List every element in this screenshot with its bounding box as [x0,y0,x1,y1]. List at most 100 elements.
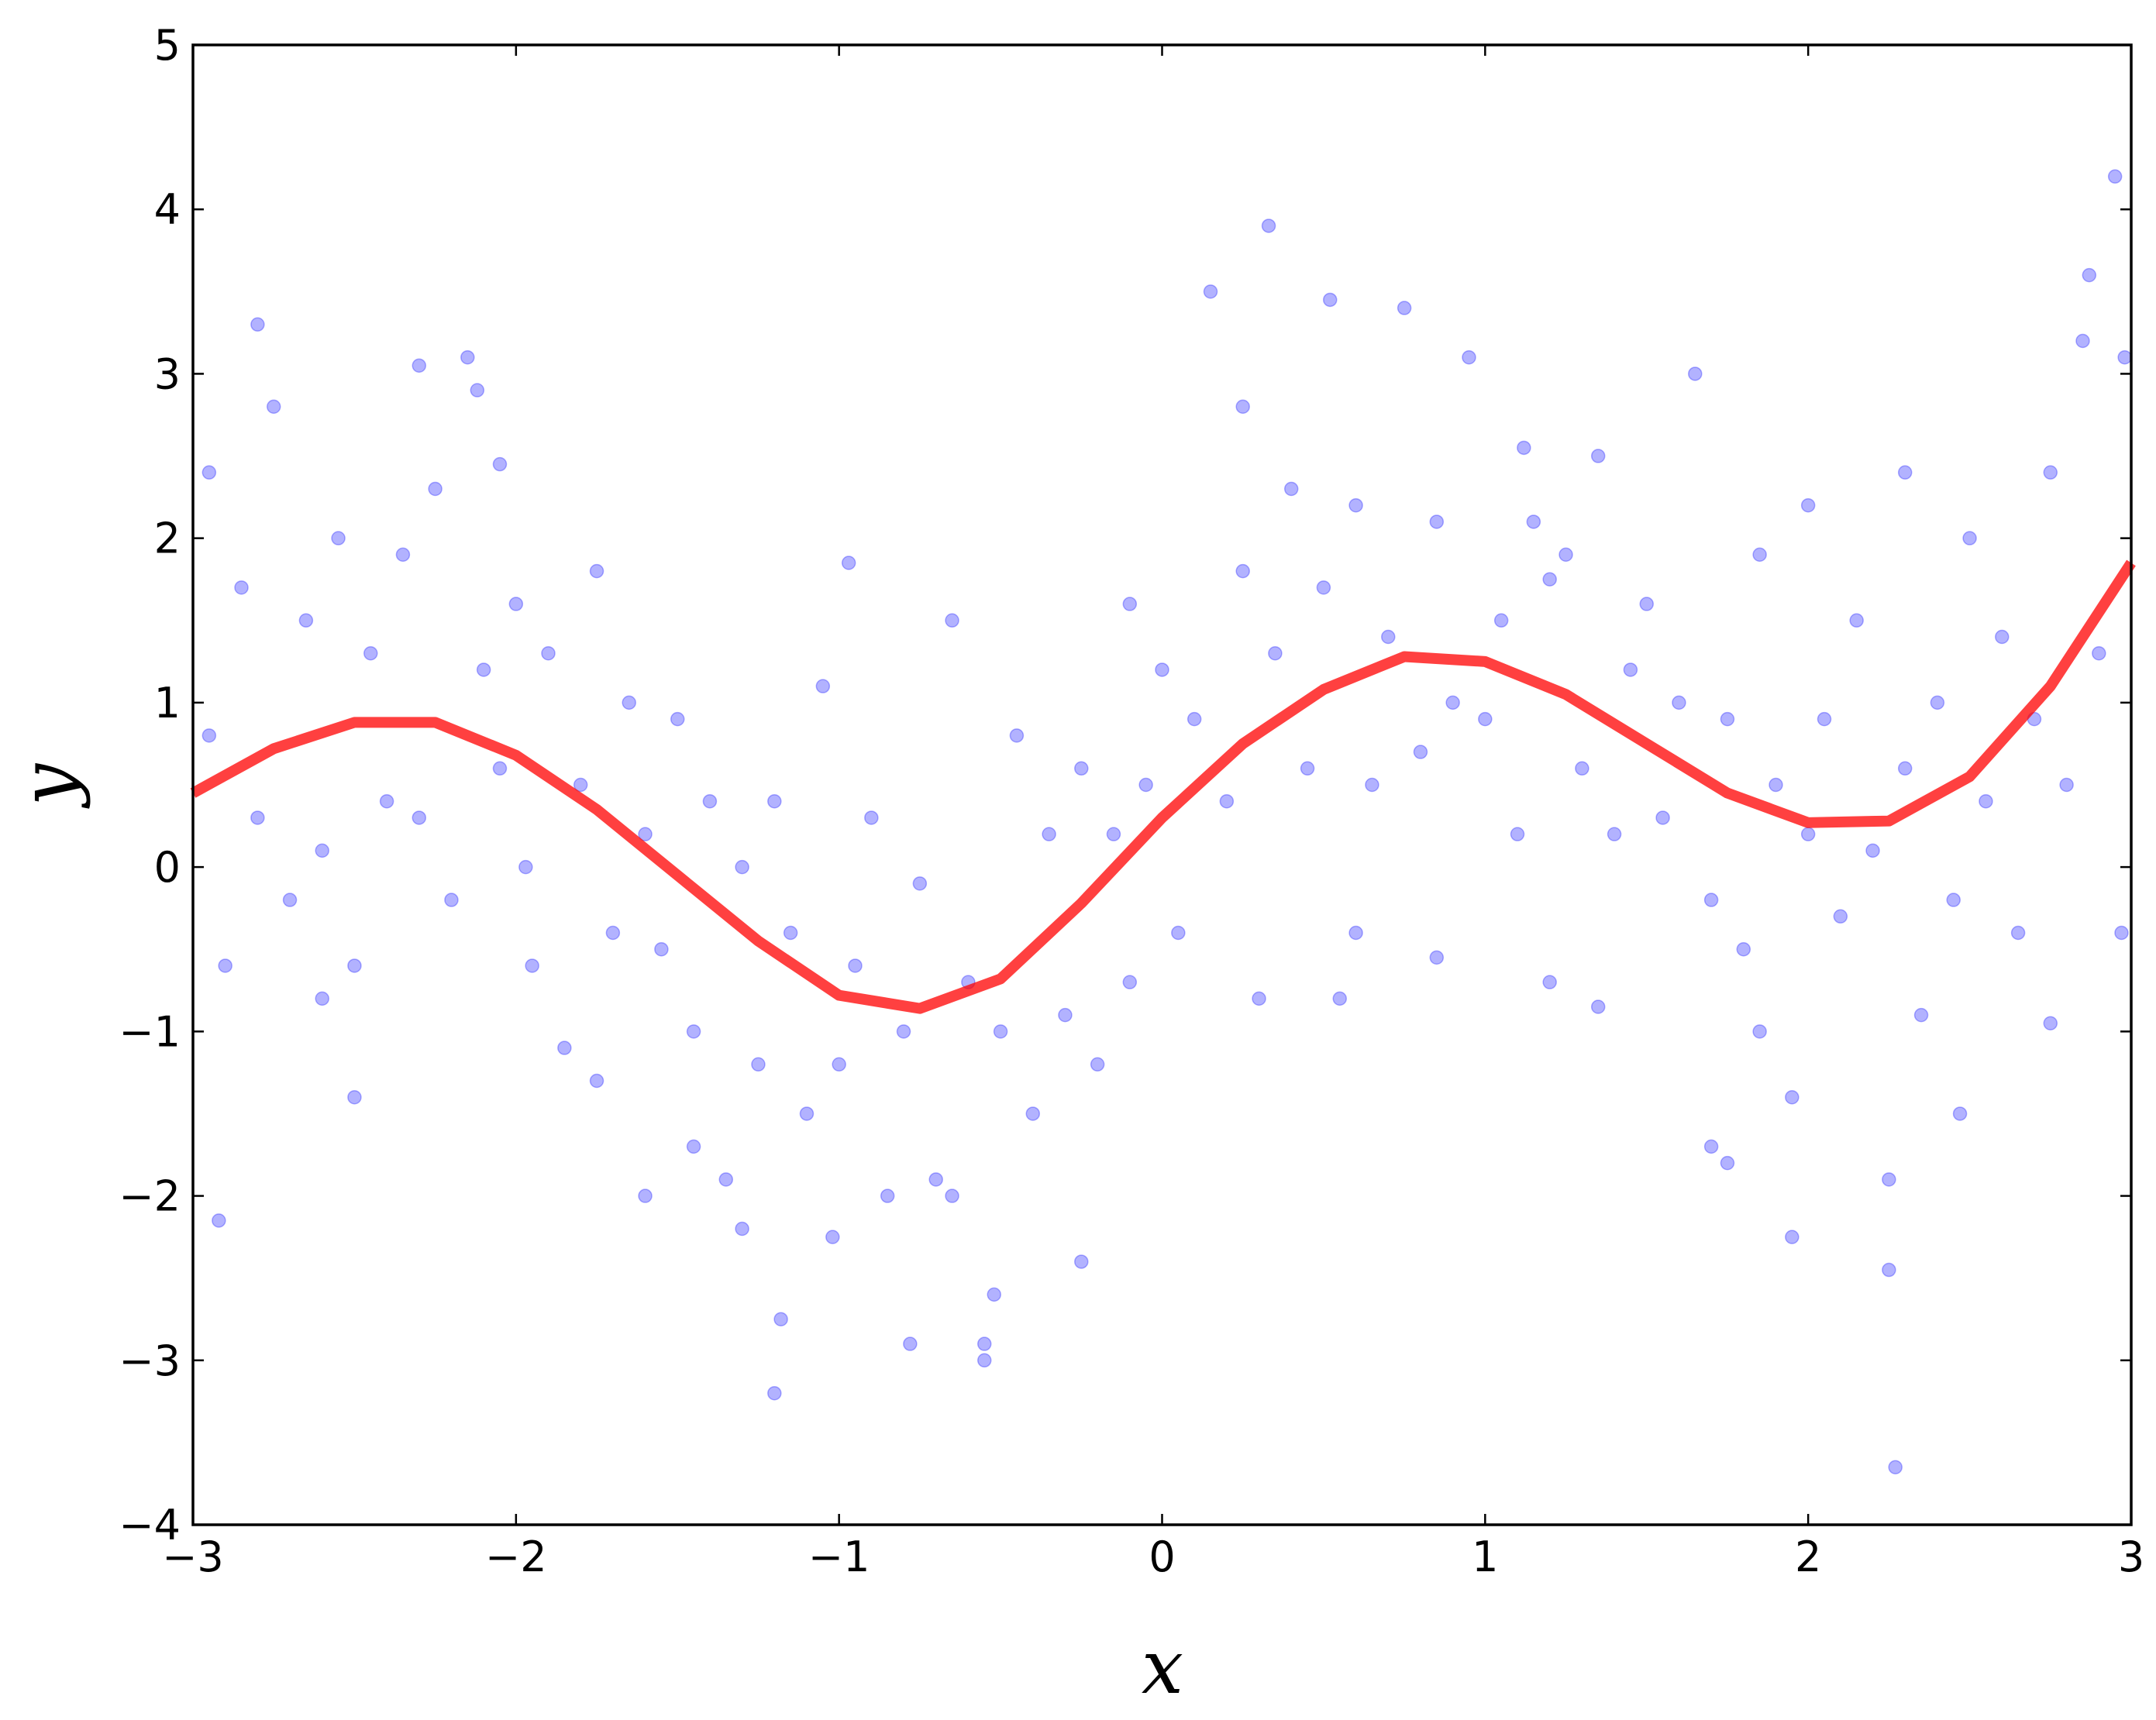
scatter-point [250,317,265,332]
scatter-point [1090,1057,1105,1072]
scatter-point [573,777,588,793]
scatter-point [201,465,217,480]
plot-frame [191,43,2133,1526]
scatter-point [1122,975,1138,989]
scatter-point [880,1189,895,1203]
scatter-point [1381,629,1396,645]
scatter-point [622,695,636,710]
scatter-point [1590,999,1606,1014]
scatter-point [1235,563,1250,579]
scatter-point [735,1221,749,1237]
scatter-point [1800,827,1816,841]
scatter-point [1833,909,1848,924]
scatter-point [218,958,232,973]
scatter-point [1058,1007,1073,1023]
scatter-point [2043,1016,2058,1030]
scatter-point [476,662,491,677]
scatter-point [1186,711,1202,727]
scatter-point [492,456,508,472]
scatter-point [1122,597,1138,611]
scatter-point [1623,662,1638,677]
y-tick-label: 1 [154,679,181,728]
y-tick-label: −2 [119,1172,181,1221]
scatter-point [825,1230,840,1244]
scatter-point [589,563,604,579]
scatter-point [735,859,749,875]
y-tick-label: −4 [119,1501,181,1550]
scatter-point [1655,810,1670,825]
scatter-point [1074,761,1089,776]
scatter-point [773,1312,788,1326]
scatter-point [912,876,928,891]
y-tick-label: 0 [154,843,181,892]
scatter-point [1268,645,1283,661]
scatter-point [1074,1254,1089,1269]
y-tick-label: 3 [154,349,181,398]
scatter-point [976,1353,992,1368]
scatter-point [1736,941,1751,957]
scatter-point [1261,218,1276,233]
scatter-point [347,1089,362,1105]
scatter-point [1913,1007,1929,1023]
x-tick-label: −3 [162,1533,224,1581]
scatter-point [492,761,508,776]
scatter-point [841,556,856,570]
scatter-point [1348,925,1363,941]
scatter-point [1429,514,1445,529]
scatter-point [945,613,959,628]
scatter-point [1888,1460,1903,1474]
scatter-point [589,1073,604,1089]
scatter-point [508,597,524,611]
x-tick-label: 3 [2118,1533,2144,1581]
scatter-point [1817,711,1832,727]
scatter-point [1429,950,1445,965]
scatter-point [412,358,427,373]
scatter-point [1897,465,1913,480]
scatter-point [1575,761,1589,776]
scatter-point [234,580,249,595]
scatter-point [1025,1106,1041,1121]
scatter-point [2117,349,2132,365]
scatter-point [470,383,485,397]
scatter-point [2010,925,2026,941]
scatter-point [2059,777,2074,793]
scatter-point [412,810,427,825]
scatter-point [987,1287,1001,1302]
scatter-point [1865,843,1880,858]
y-tick-label: 5 [154,21,181,70]
scatter-point [993,1024,1008,1039]
scatter-point [444,893,459,907]
scatter-point [525,958,539,973]
scatter-point [1672,695,1686,710]
scatter-point [670,711,685,727]
scatter-point [702,793,718,809]
scatter-point [1517,440,1531,456]
scatter-point [1849,613,1864,628]
scatter-point [1445,695,1460,710]
scatter-point [2043,465,2058,480]
scatter-point [298,613,314,628]
scatter-point [1590,449,1606,463]
scatter-point [1800,497,1816,513]
scatter-point [1235,399,1250,415]
scatter-point [976,1336,992,1351]
scatter-point [1332,991,1348,1006]
x-tick-label: 1 [1472,1533,1498,1581]
scatter-point [1720,711,1735,727]
scatter-point [1946,893,1961,907]
scatter-point [1720,1155,1735,1171]
scatter-point [928,1172,943,1187]
scatter-point [686,1024,701,1039]
y-tick-label: 2 [154,514,181,563]
scatter-point [1703,1139,1719,1154]
scatter-point [1323,292,1338,308]
scatter-point [1882,1172,1896,1187]
scatter-point [428,481,443,497]
scatter-point [1930,695,1945,710]
scatter-point [1542,572,1557,587]
scatter-point [767,1385,782,1401]
scatter-point [1752,547,1767,562]
y-tick-label: 4 [154,185,181,234]
scatter-point [815,679,831,693]
